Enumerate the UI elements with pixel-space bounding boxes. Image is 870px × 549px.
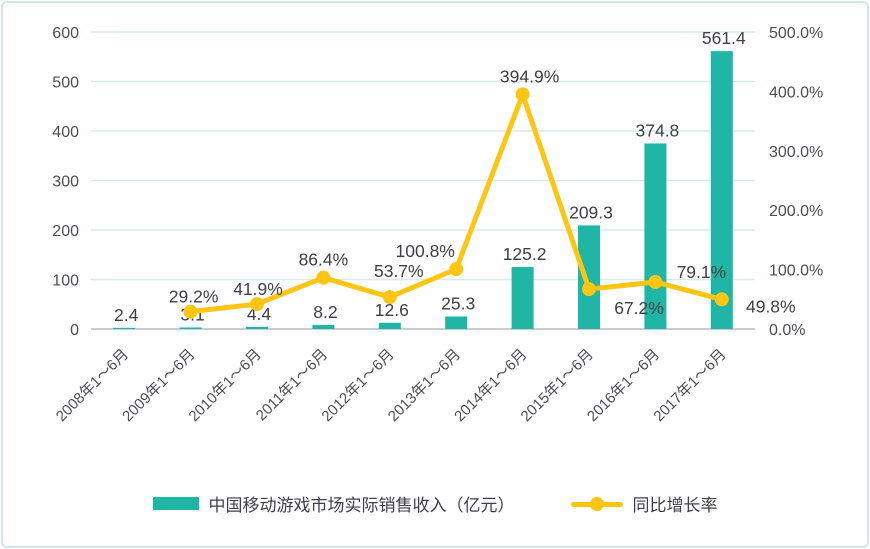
right-axis-tick-label: 500.0% bbox=[769, 25, 823, 42]
left-axis-tick-label: 100 bbox=[52, 273, 79, 290]
combo-chart-plot: 0 100 200 300 400 500 600 0.0% 100.0% 200.0% 300.0… bbox=[52, 25, 823, 425]
revenue-bar bbox=[445, 316, 468, 329]
revenue-bar bbox=[378, 322, 401, 329]
legend-item-revenue: 中国移动游戏市场实际销售收入（亿元） bbox=[152, 491, 515, 516]
growth-line-marker bbox=[582, 282, 596, 297]
growth-line-marker bbox=[250, 297, 264, 312]
growth-line-marker bbox=[382, 290, 397, 305]
growth-line-marker bbox=[714, 292, 729, 307]
line-value-label: 86.4% bbox=[299, 250, 349, 270]
line-value-label: 53.7% bbox=[374, 261, 424, 281]
right-axis-tick-label: 300.0% bbox=[769, 144, 823, 161]
chart-legend: 中国移动游戏市场实际销售收入（亿元） 同比增长率 bbox=[3, 491, 867, 516]
right-axis-tick-label: 0.0% bbox=[769, 322, 805, 339]
legend-revenue-label: 中国移动游戏市场实际销售收入（亿元） bbox=[208, 496, 515, 515]
bar-value-label: 12.6 bbox=[375, 300, 409, 320]
line-value-label: 79.1% bbox=[677, 262, 727, 282]
growth-line-marker bbox=[316, 270, 331, 285]
legend-item-growth: 同比增长率 bbox=[570, 491, 718, 516]
line-value-label: 67.2% bbox=[614, 298, 664, 318]
growth-line-marker bbox=[183, 304, 198, 319]
left-axis-tick-label: 500 bbox=[52, 75, 79, 92]
legend-growth-label: 同比增长率 bbox=[632, 496, 718, 515]
growth-line-marker bbox=[515, 87, 530, 102]
revenue-bar bbox=[578, 225, 600, 329]
line-value-label: 100.8% bbox=[396, 241, 455, 261]
left-axis-tick-label: 300 bbox=[52, 174, 79, 191]
growth-line-marker bbox=[648, 275, 663, 290]
bar-value-label: 8.2 bbox=[313, 302, 337, 322]
line-value-label: 394.9% bbox=[500, 66, 559, 86]
left-axis-tick-label: 400 bbox=[52, 124, 79, 141]
bar-value-label: 209.3 bbox=[569, 202, 613, 222]
right-axis-tick-label: 200.0% bbox=[769, 203, 823, 220]
line-value-label: 49.8% bbox=[746, 296, 796, 316]
right-axis-tick-label: 100.0% bbox=[769, 263, 823, 280]
revenue-bar bbox=[312, 324, 335, 329]
revenue-bar bbox=[179, 327, 202, 329]
bar-value-label: 25.3 bbox=[441, 293, 475, 313]
bar-value-label: 374.8 bbox=[636, 120, 680, 140]
left-axis-tick-label: 200 bbox=[52, 223, 79, 240]
growth-line-marker bbox=[449, 262, 464, 277]
bar-value-label: 561.4 bbox=[702, 28, 746, 48]
line-value-label: 29.2% bbox=[169, 287, 219, 307]
revenue-bar bbox=[710, 51, 733, 330]
bar-value-label: 2.4 bbox=[114, 305, 139, 325]
revenue-bar bbox=[113, 327, 136, 329]
revenue-bar bbox=[511, 267, 534, 329]
legend-line-swatch-icon bbox=[570, 496, 623, 511]
right-axis-tick-label: 400.0% bbox=[769, 84, 823, 101]
revenue-bar bbox=[246, 326, 268, 329]
bar-value-label: 125.2 bbox=[503, 244, 547, 264]
line-value-label: 41.9% bbox=[233, 279, 283, 299]
left-axis-tick-label: 0 bbox=[70, 322, 79, 339]
left-axis-tick-label: 600 bbox=[52, 25, 79, 42]
legend-bar-swatch-icon bbox=[152, 497, 199, 510]
legend-line-marker-icon bbox=[589, 496, 604, 511]
